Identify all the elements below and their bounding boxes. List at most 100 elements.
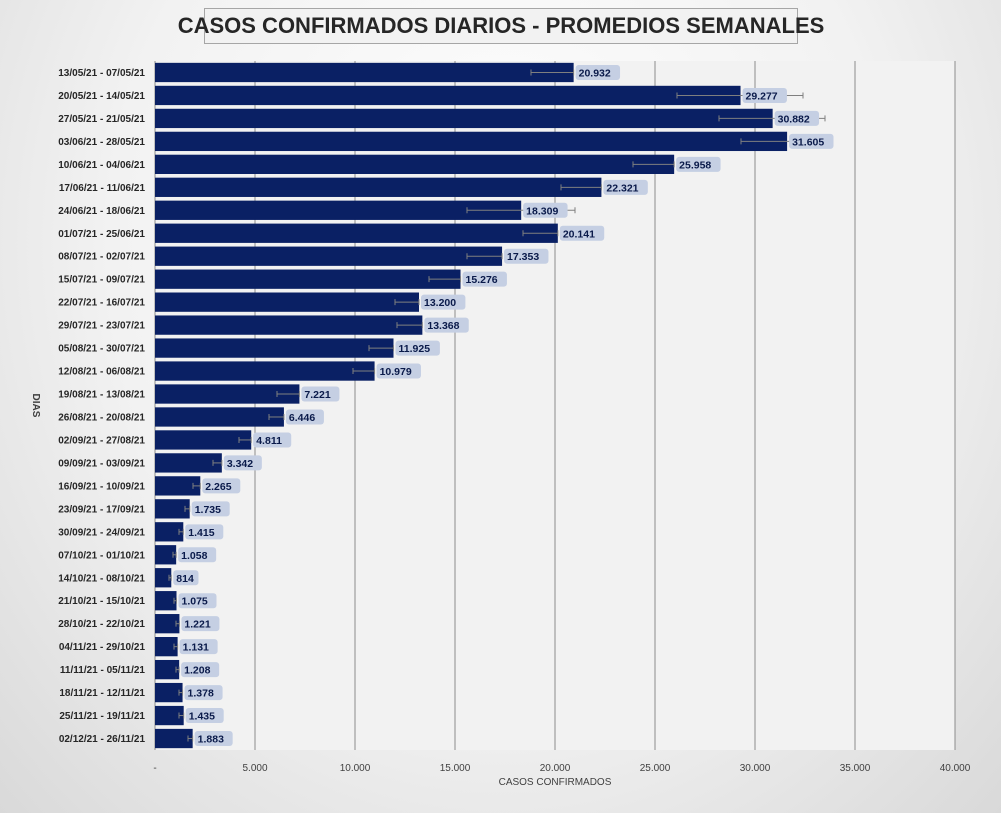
bar — [155, 682, 183, 703]
bar — [155, 568, 172, 588]
x-tick-label: 20.000 — [540, 763, 571, 774]
y-category-label: 14/10/21 - 08/10/21 — [58, 573, 145, 584]
bar — [155, 269, 461, 289]
data-label: 11.925 — [399, 343, 431, 355]
x-tick-label: 15.000 — [440, 763, 471, 774]
data-label: 7.221 — [304, 389, 330, 401]
y-category-label: 18/11/21 - 12/11/21 — [59, 688, 145, 699]
data-label: 1.221 — [184, 619, 210, 631]
bar — [155, 384, 300, 404]
data-label: 2.265 — [205, 481, 231, 493]
y-category-label: 21/10/21 - 15/10/21 — [58, 596, 145, 607]
bar — [155, 728, 193, 749]
data-label-bg — [173, 570, 199, 586]
data-label: 1.735 — [195, 504, 221, 516]
bar — [155, 591, 177, 611]
data-label: 1.435 — [189, 711, 215, 723]
chart-title: CASOS CONFIRMADOS DIARIOS - PROMEDIOS SE… — [178, 8, 824, 44]
x-tick-label: 40.000 — [940, 763, 971, 774]
data-label: 1.415 — [188, 527, 214, 539]
bar — [155, 223, 558, 243]
bar — [155, 62, 574, 83]
data-label-bg — [504, 248, 549, 264]
data-label-bg — [676, 156, 721, 172]
x-tick-label: 5.000 — [242, 763, 267, 774]
bar — [155, 453, 222, 473]
y-axis-title: DIAS — [30, 394, 41, 418]
bar — [155, 292, 419, 312]
data-label: 1.208 — [184, 665, 210, 677]
data-label: 1.131 — [183, 642, 209, 654]
x-tick-label: 25.000 — [640, 763, 671, 774]
bar — [155, 177, 602, 197]
y-category-label: 22/07/21 - 16/07/21 — [58, 298, 145, 309]
y-category-label: 30/09/21 - 24/09/21 — [58, 527, 145, 538]
y-category-label: 11/11/21 - 05/11/21 — [60, 665, 146, 676]
data-label: 6.446 — [289, 412, 315, 424]
data-label: 31.605 — [792, 136, 824, 148]
y-category-label: 17/06/21 - 11/06/21 — [59, 183, 146, 194]
bar — [155, 246, 503, 266]
data-label-bg — [181, 616, 220, 632]
bar — [155, 407, 284, 427]
bar — [155, 522, 184, 542]
data-label-bg — [424, 317, 469, 333]
data-label-bg — [301, 386, 340, 402]
data-label-bg — [395, 340, 440, 356]
data-label: 1.058 — [181, 550, 207, 562]
data-label: 25.958 — [679, 159, 711, 171]
data-label: 3.342 — [227, 458, 253, 470]
data-label-bg — [774, 110, 820, 126]
data-label-bg — [285, 409, 324, 425]
data-label-bg — [191, 501, 230, 517]
y-category-label: 05/08/21 - 30/07/21 — [58, 344, 145, 355]
bar — [155, 637, 178, 657]
y-category-label: 03/06/21 - 28/05/21 — [58, 137, 145, 148]
data-label: 15.276 — [466, 274, 498, 286]
y-category-label: 08/07/21 - 02/07/21 — [58, 252, 145, 263]
data-label: 20.932 — [579, 67, 611, 79]
data-label-bg — [185, 708, 224, 724]
data-label-bg — [253, 432, 292, 448]
y-category-label: 26/08/21 - 20/08/21 — [58, 412, 145, 423]
data-label-bg — [575, 64, 621, 80]
bar — [155, 614, 180, 634]
data-label-bg — [789, 133, 834, 149]
bar — [155, 476, 201, 496]
y-category-label: 09/09/21 - 03/09/21 — [58, 458, 145, 469]
bar — [155, 85, 741, 106]
bar — [155, 659, 180, 680]
y-category-label: 02/12/21 - 26/11/21 — [59, 734, 146, 745]
data-label-bg — [376, 363, 421, 379]
data-label: 17.353 — [507, 251, 539, 263]
data-label-bg — [184, 685, 223, 701]
bar — [155, 338, 394, 358]
y-category-label: 12/08/21 - 06/08/21 — [58, 367, 145, 378]
data-label-bg — [223, 455, 262, 471]
data-label: 13.368 — [427, 320, 459, 332]
x-tick-label: 35.000 — [840, 763, 871, 774]
data-label: 18.309 — [526, 205, 558, 217]
y-category-label: 01/07/21 - 25/06/21 — [58, 229, 145, 240]
x-tick-label: 10.000 — [340, 763, 371, 774]
data-label: 10.979 — [380, 366, 412, 378]
data-label-bg — [421, 294, 466, 310]
y-category-label: 02/09/21 - 27/08/21 — [58, 435, 145, 446]
y-category-label: 16/09/21 - 10/09/21 — [58, 481, 145, 492]
data-label-bg — [178, 593, 217, 609]
data-label: 814 — [176, 573, 194, 585]
bar — [155, 315, 423, 335]
y-category-label: 20/05/21 - 14/05/21 — [58, 91, 145, 102]
y-category-label: 29/07/21 - 23/07/21 — [58, 321, 145, 332]
data-label-bg — [523, 202, 568, 218]
y-category-label: 25/11/21 - 19/11/21 — [59, 711, 145, 722]
bar — [155, 361, 375, 381]
y-category-label: 13/05/21 - 07/05/21 — [58, 68, 145, 79]
y-category-label: 07/10/21 - 01/10/21 — [58, 550, 145, 561]
y-category-label: 24/06/21 - 18/06/21 — [58, 206, 145, 217]
bar — [155, 499, 190, 519]
data-label: 1.075 — [182, 596, 208, 608]
bar — [155, 108, 773, 129]
bar — [155, 154, 675, 174]
